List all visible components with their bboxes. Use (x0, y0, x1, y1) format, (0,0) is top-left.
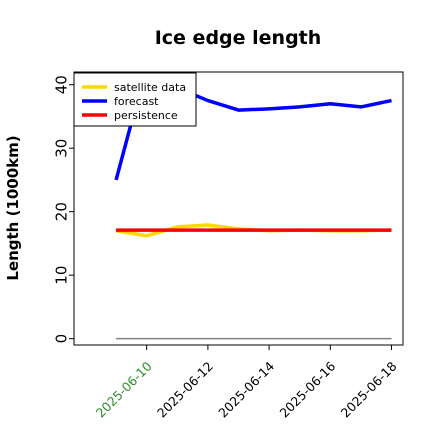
x-tick-label: 2025-06-14 (215, 358, 277, 420)
chart-title: Ice edge length (155, 27, 322, 49)
y-tick-label: 0 (52, 334, 70, 344)
x-tick-label: 2025-06-12 (154, 359, 216, 421)
x-tick-label: 2025-06-18 (338, 358, 400, 420)
x-tick-label: 2025-06-16 (276, 358, 338, 420)
y-axis-label: Length (1000km) (4, 135, 22, 280)
y-tick-label: 40 (52, 75, 70, 94)
y-tick-label: 30 (52, 139, 70, 158)
y-tick-label: 10 (52, 266, 70, 285)
plot-frame (73, 71, 404, 346)
y-tick-label: 20 (52, 202, 70, 221)
x-tick-label: 2025-06-10 (93, 358, 155, 420)
legend-label-forecast: forecast (114, 95, 159, 108)
legend-label-persistence: persistence (114, 109, 178, 122)
legend-label-satellite-data: satellite data (114, 81, 186, 94)
